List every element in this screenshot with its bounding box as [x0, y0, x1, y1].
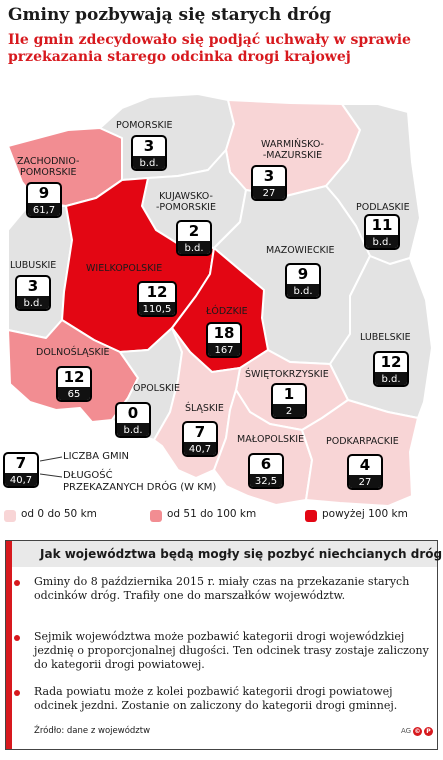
municipality-count: 3 [27, 277, 39, 295]
badge-opolskie: 0 b.d. [115, 402, 151, 438]
legend-example-km: 40,7 [5, 473, 37, 486]
badge-malopolskie: 6 32,5 [248, 453, 284, 489]
label-opolskie: OPOLSKIE [133, 383, 181, 394]
road-length: b.d. [366, 235, 398, 248]
road-length: 167 [208, 343, 240, 356]
bullet-icon [14, 580, 20, 586]
scale-mid-swatch [150, 510, 162, 522]
badge-podkarpackie: 4 27 [347, 454, 383, 490]
municipality-count: 12 [380, 353, 402, 371]
region-malopolskie[interactable] [213, 389, 313, 506]
bullet-icon [14, 690, 20, 696]
legend-length-label: DŁUGOŚĆ PRZEKAZANYCH DRÓG (W KM) [63, 470, 217, 493]
label-warminsko-mazurskie: WARMIŃSKO- -MAZURSKIE [261, 139, 324, 161]
badge-mazowieckie: 9 b.d. [285, 263, 321, 299]
page-subtitle: Ile gmin zdecydowało się podjąć uchwały … [8, 32, 411, 65]
label-wielkopolskie: WIELKOPOLSKIE [86, 263, 163, 274]
road-length: 65 [58, 387, 90, 400]
badge-lodzkie: 18 167 [206, 322, 242, 358]
publisher-logo-icon: P [424, 727, 433, 736]
label-lubelskie: LUBELSKIE [360, 332, 411, 343]
badge-kujawsko-pomorskie: 2 b.d. [176, 220, 212, 256]
label-podkarpackie: PODKARPACKIE [326, 436, 399, 447]
label-zachodniopomorskie: ZACHODNIO- POMORSKIE [17, 156, 80, 178]
label-swietokrzyskie: ŚWIĘTOKRZYSKIE [245, 369, 329, 380]
badge-lubelskie: 12 b.d. [373, 351, 409, 387]
info-paragraph-1: Gminy do 8 października 2015 r. miały cz… [34, 575, 410, 602]
page-title: Gminy pozbywają się starych dróg [8, 5, 332, 25]
label-podlaskie: PODLASKIE [356, 202, 410, 213]
municipality-count: 4 [359, 456, 371, 474]
info-paragraph-2: Sejmik województwa może pozbawić kategor… [34, 630, 429, 671]
municipality-count: 1 [283, 385, 295, 403]
municipality-count: 12 [146, 283, 168, 301]
badge-slaskie: 7 40,7 [182, 421, 218, 457]
author-credit: AG [401, 727, 412, 735]
label-dolnoslaskie: DOLNOŚLĄSKIE [36, 347, 110, 358]
scale-high-label: powyżej 100 km [322, 508, 408, 520]
poland-map [7, 93, 433, 507]
badge-wielkopolskie: 12 110,5 [137, 281, 177, 317]
badge-zachodniopomorskie: 9 61,7 [26, 182, 62, 218]
badge-warminsko-mazurskie: 3 27 [251, 165, 287, 201]
municipality-count: 9 [38, 184, 50, 202]
road-length: b.d. [17, 296, 49, 309]
municipality-count: 2 [188, 222, 200, 240]
label-mazowieckie: MAZOWIECKIE [266, 245, 335, 256]
road-length: b.d. [287, 284, 319, 297]
municipality-count: 0 [127, 404, 139, 422]
info-box: Jak województwa będą mogły się pozbyć ni… [5, 540, 442, 750]
legend-connector-lines [40, 456, 63, 478]
road-length: 61,7 [28, 203, 60, 216]
road-length: 40,7 [184, 442, 216, 455]
region-slaskie[interactable] [153, 327, 241, 479]
municipality-count: 18 [213, 324, 235, 342]
scale-low-label: od 0 do 50 km [21, 508, 97, 520]
badge-dolnoslaskie: 12 65 [56, 366, 92, 402]
region-podkarpackie[interactable] [301, 399, 419, 507]
municipality-count: 11 [371, 216, 393, 234]
road-length: 27 [349, 475, 381, 488]
road-length: 2 [273, 404, 305, 417]
label-kujawsko-pomorskie: KUJAWSKO- -POMORSKIE [156, 191, 216, 213]
badge-podlaskie: 11 b.d. [364, 214, 400, 250]
road-length: b.d. [117, 423, 149, 436]
road-length: b.d. [133, 156, 165, 169]
municipality-count: 3 [143, 137, 155, 155]
label-pomorskie: POMORSKIE [116, 120, 173, 131]
scale-low-swatch [4, 510, 16, 522]
source-note: Źródło: dane z województw [34, 726, 151, 736]
badge-pomorskie: 3 b.d. [131, 135, 167, 171]
road-length: b.d. [375, 372, 407, 385]
road-length: 32,5 [250, 474, 282, 487]
label-lubuskie: LUBUSKIE [10, 260, 57, 271]
municipality-count: 12 [63, 368, 85, 386]
label-lodzkie: ŁÓDZKIE [206, 306, 248, 317]
label-malopolskie: MAŁOPOLSKIE [237, 434, 305, 445]
badge-lubuskie: 3 b.d. [15, 275, 51, 311]
legend-example-count: 7 [15, 454, 27, 472]
copyright-logo-icon: © [413, 727, 422, 736]
municipality-count: 9 [297, 265, 309, 283]
info-title: Jak województwa będą mogły się pozbyć ni… [40, 547, 443, 561]
legend-example-badge: 7 40,7 [3, 452, 39, 488]
scale-mid-label: od 51 do 100 km [167, 508, 257, 520]
municipality-count: 7 [194, 423, 206, 441]
municipality-count: 6 [260, 455, 272, 473]
bullet-icon [14, 635, 20, 641]
label-slaskie: ŚLĄSKIE [185, 403, 224, 414]
road-length: b.d. [178, 241, 210, 254]
municipality-count: 3 [263, 167, 275, 185]
road-length: 110,5 [139, 302, 175, 315]
road-length: 27 [253, 186, 285, 199]
legend-count-label: LICZBA GMIN [63, 451, 130, 462]
info-header: Jak województwa będą mogły się pozbyć ni… [6, 541, 442, 567]
scale-high-swatch [305, 510, 317, 522]
info-side-bar [6, 567, 12, 749]
info-paragraph-3: Rada powiatu może z kolei pozbawić kateg… [34, 685, 398, 712]
